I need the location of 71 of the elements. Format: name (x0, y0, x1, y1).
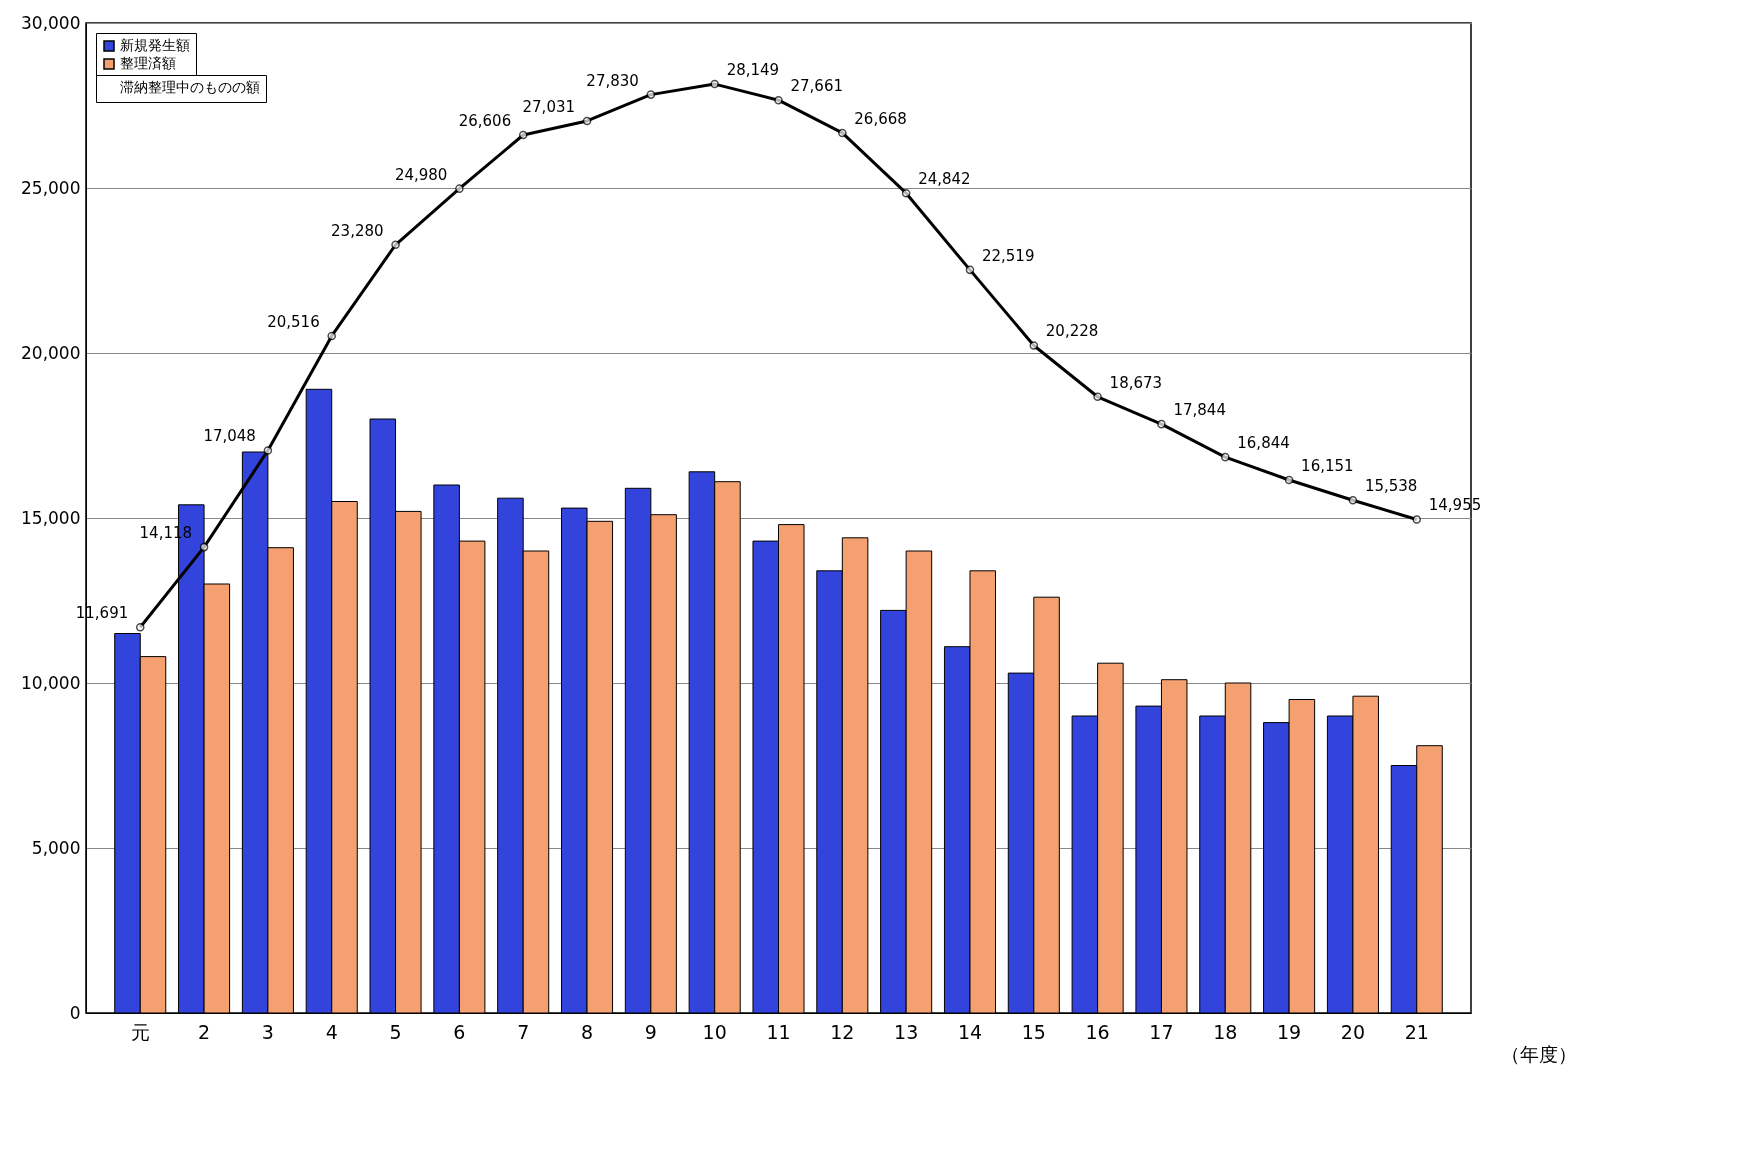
x-tick-label: 元 (130, 1020, 150, 1043)
x-tick-label: 20 (1340, 1020, 1366, 1043)
point (455, 184, 464, 193)
text: 滞納整理中のものの額 (120, 79, 260, 95)
y-tick-label: 15,000 (21, 507, 81, 528)
data-label: 24,842 (918, 170, 971, 189)
data-label: 16,151 (1301, 457, 1354, 476)
y-tick-label: 25,000 (21, 177, 81, 198)
x-tick-label: 19 (1277, 1020, 1302, 1043)
point (838, 128, 847, 138)
y-tick-label: 5,000 (31, 837, 81, 858)
point (1029, 341, 1039, 350)
point (710, 79, 719, 89)
point (1157, 419, 1166, 429)
data-label: 17,048 (203, 427, 256, 446)
point (774, 95, 783, 105)
y-tick-label: 0 (69, 1002, 81, 1023)
x-tick-label: 18 (1213, 1020, 1238, 1043)
x-tick-label: 8 (580, 1020, 594, 1043)
x-tick-label: 17 (1149, 1020, 1174, 1043)
data-label: 24,980 (394, 165, 448, 184)
y-tick-label: 20,000 (21, 342, 81, 363)
x-tick-label: 14 (957, 1020, 983, 1043)
x-tick-label: 16 (1085, 1020, 1110, 1043)
point (518, 130, 528, 140)
y-tick-label: 30,000 (21, 12, 81, 33)
x-tick-label: 21 (1404, 1020, 1429, 1043)
point (901, 188, 911, 198)
point (965, 265, 975, 275)
data-label: 16,844 (1237, 434, 1290, 453)
x-tick-label: 10 (702, 1020, 727, 1043)
x-tick-label: 3 (261, 1020, 274, 1043)
point (199, 542, 209, 552)
point (263, 446, 273, 455)
y-tick-label: 10,000 (21, 672, 81, 693)
data-label: 20,516 (267, 312, 320, 331)
data-label: 15,538 (1364, 477, 1418, 496)
data-label: 22,519 (981, 246, 1035, 265)
data-label: 26,668 (854, 109, 907, 128)
x-tick-label: 12 (830, 1020, 855, 1043)
data-label: 27,031 (522, 97, 576, 116)
point (1412, 515, 1422, 524)
point (646, 90, 656, 99)
point (327, 331, 337, 341)
x-tick-label: 5 (389, 1020, 402, 1043)
x-tick-label: 4 (325, 1020, 338, 1043)
data-label: 20,228 (1045, 322, 1099, 341)
point (1284, 475, 1294, 485)
point (1348, 495, 1358, 505)
x-tick-label: 6 (453, 1020, 466, 1043)
x-tick-label: 15 (1021, 1020, 1046, 1043)
data-label: 27,661 (790, 77, 843, 96)
data-label: 26,606 (458, 112, 512, 130)
data-label: 23,280 (331, 221, 384, 240)
data-label: 18,673 (1109, 373, 1163, 392)
point (135, 622, 145, 632)
x-tick-label: 13 (894, 1020, 919, 1043)
x-axis-title: （年度） (1500, 1042, 1577, 1065)
x-tick-label: 11 (766, 1020, 791, 1043)
data-label: 27,830 (586, 71, 639, 90)
x-tick-label: 7 (517, 1020, 530, 1043)
data-label: 28,149 (726, 61, 780, 80)
legend-label: 整理済額 (120, 55, 176, 71)
data-label: 17,844 (1173, 401, 1226, 420)
point (1220, 452, 1230, 462)
point (582, 116, 592, 126)
x-tick-label: 2 (198, 1020, 211, 1043)
point (391, 240, 400, 250)
point (1093, 392, 1102, 402)
legend-label: 新規発生額 (120, 37, 190, 53)
x-tick-label: 9 (644, 1020, 657, 1043)
